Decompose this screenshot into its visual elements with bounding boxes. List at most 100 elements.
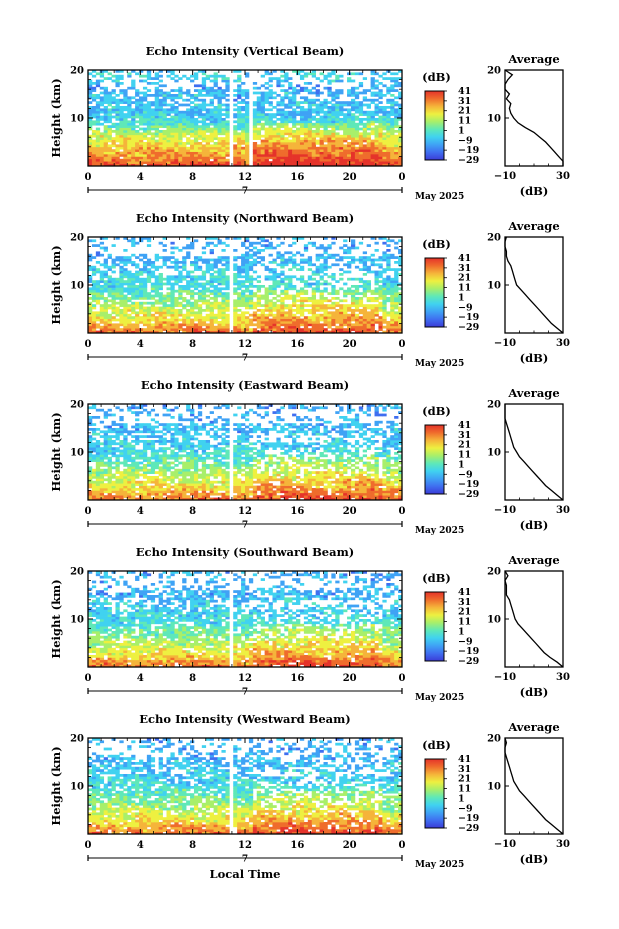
average-x-tick-label: −10 [494, 505, 516, 516]
x-tick-label: 4 [137, 172, 144, 183]
average-x-tick-label: −10 [494, 338, 516, 349]
average-profile-line [504, 404, 564, 501]
colorbar-tick-label: 21 [458, 440, 471, 451]
day-label: 7 [242, 354, 248, 364]
average-x-tick-label: −10 [494, 171, 516, 182]
y-tick-label: 10 [70, 782, 84, 793]
y-tick-label: 20 [70, 567, 84, 578]
x-tick-label: 0 [399, 506, 406, 517]
x-tick-label: 20 [343, 506, 357, 517]
average-x-tick-label: 30 [556, 171, 570, 182]
x-tick-label: 4 [137, 840, 144, 851]
y-tick-label: 10 [70, 114, 84, 125]
x-tick-label: 20 [343, 339, 357, 350]
beam-panel: Echo Intensity (Westward Beam) 0 4 8 12 16 20 0… [49, 712, 570, 870]
average-x-tick-label: 30 [556, 839, 570, 850]
colorbar-tick-label: 1 [458, 292, 465, 303]
average-y-tick-label: 10 [487, 615, 501, 626]
x-tick-label: 12 [238, 840, 252, 851]
heatmap [88, 571, 403, 668]
colorbar-tick-label: −29 [458, 155, 480, 166]
average-frame [504, 403, 564, 501]
x-tick-label: 16 [290, 840, 304, 851]
day-label: 7 [242, 688, 248, 698]
colorbar-tick-label: −9 [458, 302, 473, 313]
colorbar-tick-label: −29 [458, 656, 480, 667]
panel-title: Echo Intensity (Northward Beam) [136, 211, 354, 225]
average-y-tick-label: 10 [487, 281, 501, 292]
x-tick-label: 0 [399, 172, 406, 183]
y-tick-label: 10 [70, 615, 84, 626]
y-axis-label: Height (km) [49, 245, 63, 324]
colorbar-tick-label: 31 [458, 430, 471, 441]
heatmap [88, 738, 403, 835]
colorbar-tick-label: −19 [458, 145, 480, 156]
colorbar-tick-label: 41 [458, 587, 471, 598]
average-y-tick-label: 10 [487, 114, 501, 125]
x-tick-label: 20 [343, 840, 357, 851]
x-tick-label: 16 [290, 673, 304, 684]
beam-panel: Echo Intensity (Southward Beam) 0 4 8 12 16 20… [49, 545, 570, 703]
colorbar-tick-label: 41 [458, 754, 471, 765]
average-x-tick-label: 30 [556, 338, 570, 349]
x-tick-label: 16 [290, 506, 304, 517]
day-label: 7 [242, 521, 248, 531]
average-frame [504, 570, 564, 668]
colorbar-tick-label: 1 [458, 459, 465, 470]
colorbar-tick-label: −19 [458, 646, 480, 657]
average-title: Average [507, 52, 559, 66]
average-y-tick-label: 10 [487, 448, 501, 459]
average-frame [504, 236, 564, 334]
x-tick-label: 4 [137, 506, 144, 517]
colorbar-tick-label: 11 [458, 450, 471, 461]
average-title: Average [507, 720, 559, 734]
colorbar [424, 90, 445, 161]
colorbar-tick-label: 21 [458, 106, 471, 117]
average-x-tick-label: −10 [494, 672, 516, 683]
average-x-tick-label: 30 [556, 672, 570, 683]
average-x-tick-label: 30 [556, 505, 570, 516]
colorbar-tick-label: 41 [458, 253, 471, 264]
x-tick-label: 8 [189, 506, 196, 517]
heatmap [88, 404, 403, 501]
y-axis-label: Height (km) [49, 746, 63, 825]
y-tick-label: 20 [70, 233, 84, 244]
average-title: Average [507, 553, 559, 567]
colorbar-tick-label: −9 [458, 803, 473, 814]
x-tick-label: 4 [137, 339, 144, 350]
colorbar-tick-label: 11 [458, 617, 471, 628]
colorbar-tick-label: 21 [458, 273, 471, 284]
y-tick-label: 20 [70, 400, 84, 411]
beam-panel: Echo Intensity (Northward Beam) 0 4 8 12 16 20… [49, 211, 570, 369]
x-tick-label: 0 [399, 840, 406, 851]
heatmap [88, 70, 403, 167]
month-label: May 2025 [415, 526, 464, 536]
month-label: May 2025 [415, 860, 464, 870]
average-title: Average [507, 219, 559, 233]
panel-title: Echo Intensity (Vertical Beam) [146, 44, 345, 58]
x-tick-label: 0 [85, 172, 92, 183]
average-xlabel: (dB) [520, 685, 549, 699]
colorbar-tick-label: 21 [458, 774, 471, 785]
colorbar-tick-label: 11 [458, 283, 471, 294]
y-axis-label: Height (km) [49, 579, 63, 658]
panel-title: Echo Intensity (Southward Beam) [136, 545, 354, 559]
colorbar-tick-label: −19 [458, 479, 480, 490]
average-y-tick-label: 20 [487, 400, 501, 411]
colorbar-tick-label: 41 [458, 420, 471, 431]
colorbar-unit: (dB) [422, 404, 451, 418]
x-tick-label: 8 [189, 339, 196, 350]
x-tick-label: 0 [85, 840, 92, 851]
average-profile-line [504, 69, 564, 166]
colorbar-tick-label: −9 [458, 636, 473, 647]
x-tick-label: 12 [238, 673, 252, 684]
x-tick-label: 8 [189, 673, 196, 684]
colorbar-tick-label: −29 [458, 823, 480, 834]
x-axis-label: Local Time [210, 867, 281, 881]
average-y-tick-label: 20 [487, 567, 501, 578]
y-tick-label: 10 [70, 281, 84, 292]
average-title: Average [507, 386, 559, 400]
colorbar-tick-label: 31 [458, 764, 471, 775]
heatmap [88, 237, 403, 334]
average-x-tick-label: −10 [494, 839, 516, 850]
